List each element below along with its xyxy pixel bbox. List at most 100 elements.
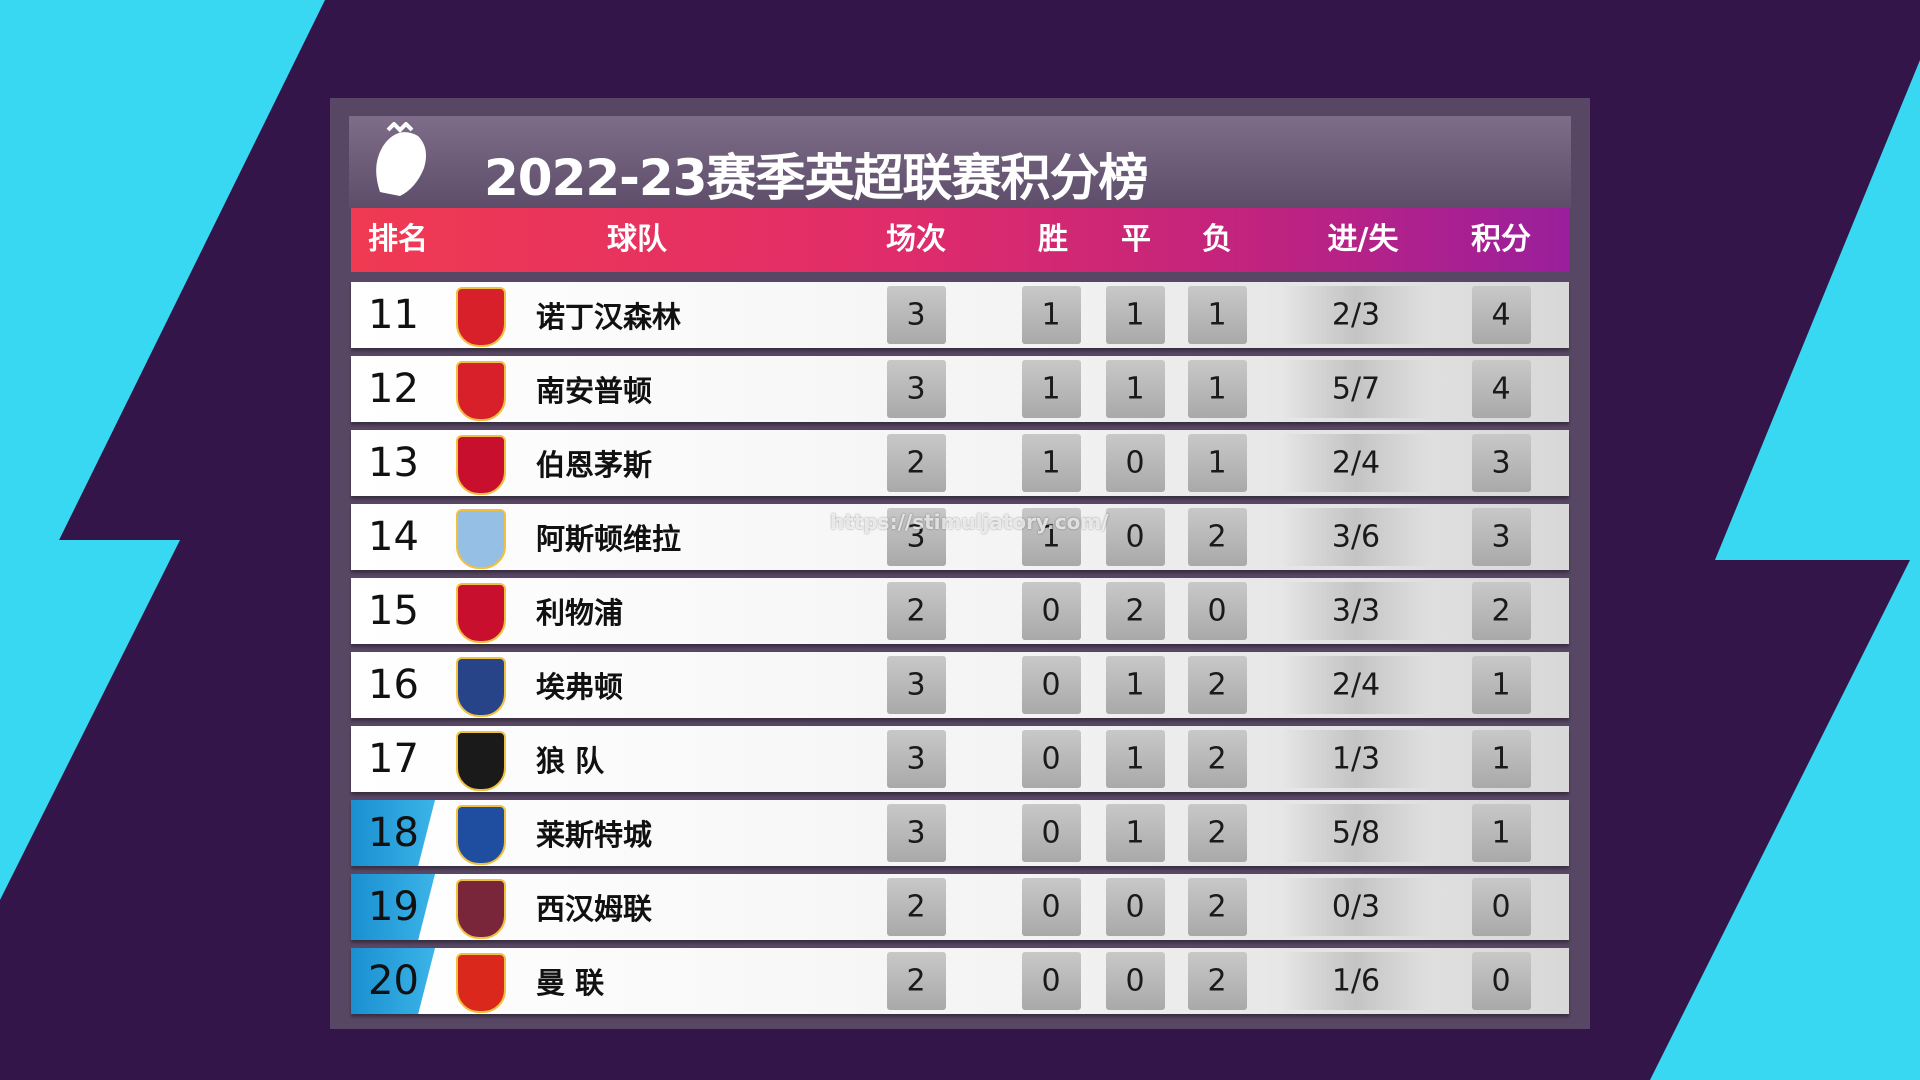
column-header: 平	[1121, 222, 1151, 257]
column-header: 胜	[1038, 222, 1068, 257]
stat-value: 5/7	[1331, 371, 1381, 407]
stat-cell	[1021, 730, 1081, 788]
stat-cell	[1105, 508, 1165, 566]
rank: 16	[368, 662, 419, 708]
stat-cell	[1105, 286, 1165, 344]
stat-cell	[1471, 508, 1531, 566]
stat-value: 2	[906, 963, 926, 999]
stat-value: 4	[1491, 371, 1511, 407]
stat-cell	[886, 286, 946, 344]
stat-value: 0	[1041, 667, 1061, 703]
team-logo	[456, 879, 506, 939]
goals-cell	[1281, 360, 1431, 418]
stat-value: 1	[1125, 815, 1145, 851]
stat-value: 4	[1491, 297, 1511, 333]
stat-value: 2	[1207, 667, 1227, 703]
stat-cell	[1471, 582, 1531, 640]
stat-cell	[1187, 952, 1247, 1010]
stat-cell	[1471, 804, 1531, 862]
stat-value: 2	[906, 445, 926, 481]
watermark: https://stimuljatory.com/	[830, 510, 1109, 534]
stat-cell	[1105, 730, 1165, 788]
stat-cell	[1187, 582, 1247, 640]
stat-value: 0	[1125, 519, 1145, 555]
stat-cell	[1187, 656, 1247, 714]
stat-cell	[1105, 434, 1165, 492]
stat-value: 2	[1491, 593, 1511, 629]
goals-cell	[1281, 952, 1431, 1010]
stat-value: 1	[1207, 445, 1227, 481]
rank: 13	[368, 440, 419, 486]
stat-cell	[1105, 656, 1165, 714]
team-name: 诺丁汉森林	[536, 300, 682, 334]
team-name: 埃弗顿	[536, 670, 624, 704]
stat-value: 1	[1041, 445, 1061, 481]
stat-value: 0/3	[1331, 889, 1381, 925]
crown	[386, 122, 414, 133]
stat-value: 5/8	[1331, 815, 1381, 851]
stat-cell	[1471, 434, 1531, 492]
stat-cell	[1105, 360, 1165, 418]
stat-cell	[886, 878, 946, 936]
stat-cell	[1187, 878, 1247, 936]
stat-value: 3	[906, 815, 926, 851]
team-logo	[456, 805, 506, 865]
goals-cell	[1281, 656, 1431, 714]
rank: 17	[368, 736, 419, 782]
team-logo	[456, 435, 506, 495]
stat-cell	[1187, 730, 1247, 788]
goals-cell	[1281, 878, 1431, 936]
stat-value: 3/3	[1331, 593, 1381, 629]
stat-cell	[886, 952, 946, 1010]
stat-value: 2	[1207, 741, 1227, 777]
stat-value: 1	[1041, 297, 1061, 333]
title: 2022-23赛季英超联赛积分榜	[484, 149, 1148, 207]
stat-cell	[1187, 508, 1247, 566]
team-logo	[456, 731, 506, 791]
stat-value: 1	[1491, 741, 1511, 777]
title-bar	[349, 116, 1571, 208]
stat-value: 0	[1207, 593, 1227, 629]
stat-value: 0	[1125, 445, 1145, 481]
rank: 19	[368, 884, 419, 930]
stat-cell	[1105, 878, 1165, 936]
stat-value: 0	[1125, 963, 1145, 999]
stat-cell	[1021, 656, 1081, 714]
team-name: 曼 联	[536, 966, 605, 1000]
goals-cell	[1281, 730, 1431, 788]
stat-cell	[1021, 582, 1081, 640]
right-stripe	[1715, 60, 1920, 560]
stat-value: 2	[906, 593, 926, 629]
stat-cell	[1021, 286, 1081, 344]
column-header: 场次	[886, 222, 946, 257]
stat-value: 1/3	[1331, 741, 1381, 777]
stat-cell	[1187, 286, 1247, 344]
stat-cell	[886, 656, 946, 714]
stat-cell	[886, 804, 946, 862]
stat-value: 3	[906, 519, 926, 555]
stat-cell	[1021, 878, 1081, 936]
stat-value: 2	[1125, 593, 1145, 629]
stat-value: 2	[1207, 963, 1227, 999]
rank: 18	[368, 810, 419, 856]
team-logo	[456, 361, 506, 421]
team-logo	[456, 953, 506, 1013]
stat-cell	[886, 508, 946, 566]
stat-cell	[1105, 952, 1165, 1010]
stat-cell	[1187, 360, 1247, 418]
column-header: 进/失	[1327, 222, 1399, 257]
stat-value: 1	[1491, 667, 1511, 703]
rank: 12	[368, 366, 419, 412]
stat-cell	[1105, 582, 1165, 640]
stat-value: 2/4	[1331, 445, 1381, 481]
stat-value: 1	[1207, 371, 1227, 407]
team-name: 莱斯特城	[536, 818, 653, 852]
stat-value: 1	[1125, 297, 1145, 333]
team-logo	[456, 287, 506, 347]
lion-head	[376, 132, 426, 196]
team-logo	[456, 509, 506, 569]
stat-value: 0	[1041, 815, 1061, 851]
stat-value: 3	[1491, 519, 1511, 555]
